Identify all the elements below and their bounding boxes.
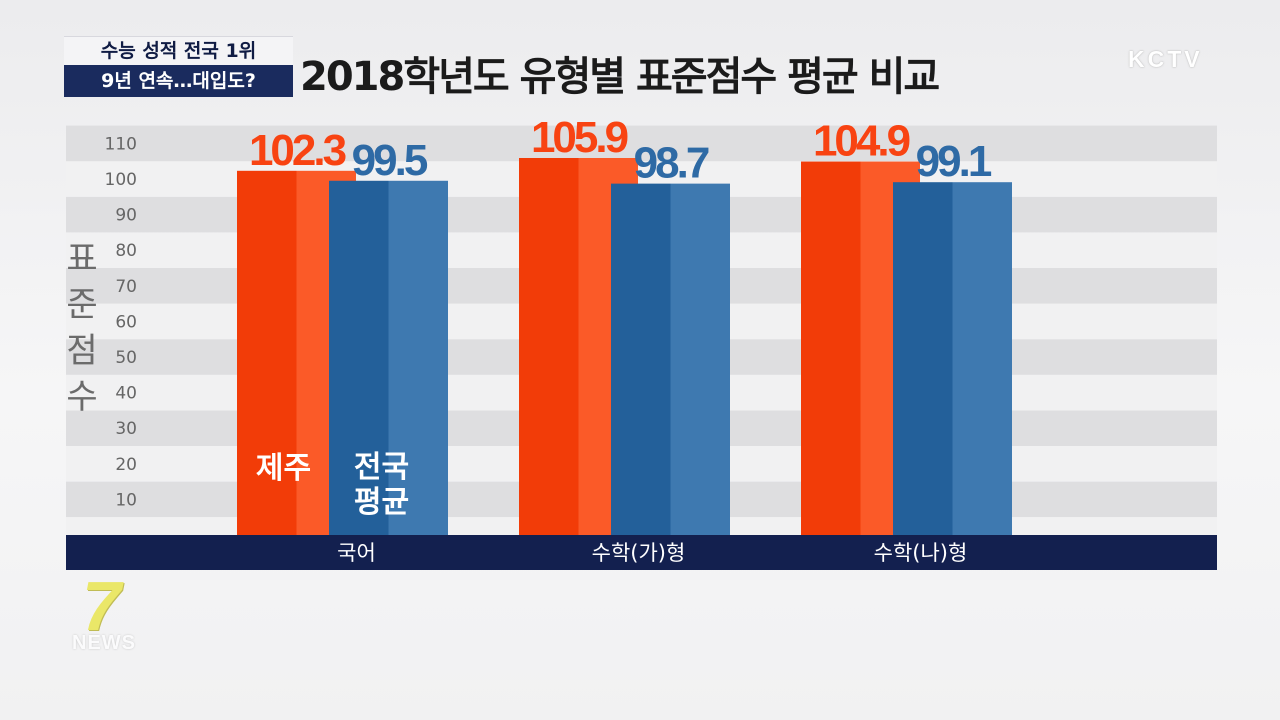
grid-band — [66, 125, 1217, 162]
data-label: 102.3 — [249, 126, 346, 175]
x-axis-band — [66, 535, 1217, 570]
data-label: 98.7 — [634, 139, 709, 188]
bar-left-half — [611, 183, 671, 536]
bar-left-half — [329, 180, 389, 535]
data-label: 104.9 — [813, 117, 910, 166]
y-axis-title-char: 표 — [66, 239, 98, 279]
bar-right-half — [952, 182, 1012, 536]
chart-title: 2018학년도 유형별 표준점수 평균 비교 — [300, 54, 940, 100]
bar-left-half — [801, 161, 861, 535]
x-category-label: 국어 — [337, 541, 376, 565]
y-tick-label: 40 — [115, 384, 137, 404]
y-tick-label: 70 — [115, 277, 137, 297]
bar-left-half — [519, 157, 579, 535]
kctv-logo: KCTV — [1128, 46, 1203, 72]
y-tick-label: 100 — [105, 170, 137, 190]
bar-right-half — [388, 180, 448, 535]
bar-left-half — [893, 182, 953, 536]
x-category-label: 수학(가)형 — [592, 541, 686, 565]
y-tick-label: 90 — [115, 206, 137, 226]
bar-right-half — [670, 183, 730, 536]
bar-left-half — [237, 170, 297, 535]
watermark-news: NEWS — [72, 632, 136, 654]
bar-national-1 — [611, 183, 730, 536]
headline-box: 수능 성적 전국 1위 9년 연속…대입도? — [64, 36, 293, 97]
y-tick-label: 20 — [115, 455, 137, 475]
y-tick-label: 50 — [115, 348, 137, 368]
series-legend-label: 제주 — [256, 451, 311, 486]
data-label: 99.1 — [916, 137, 992, 186]
y-tick-label: 10 — [115, 490, 137, 510]
watermark-seven: 7 — [82, 567, 121, 645]
data-label: 99.5 — [352, 136, 428, 185]
x-category-label: 수학(나)형 — [874, 541, 968, 565]
y-axis-title-char: 점 — [66, 331, 98, 371]
headline-line1: 수능 성적 전국 1위 — [64, 36, 293, 65]
y-axis-title-char: 수 — [66, 377, 98, 417]
bar-national-0 — [329, 180, 448, 535]
data-label: 105.9 — [531, 113, 628, 162]
y-tick-label: 80 — [115, 241, 137, 261]
y-axis-title-char: 준 — [66, 285, 98, 325]
headline-line2: 9년 연속…대입도? — [64, 65, 293, 97]
bar-national-2 — [893, 182, 1012, 536]
y-tick-label: 110 — [105, 134, 137, 154]
y-tick-label: 60 — [115, 312, 137, 332]
series-legend-label: 전국 — [354, 450, 409, 485]
news-watermark: 7 NEWS — [70, 567, 160, 656]
y-tick-label: 30 — [115, 419, 137, 439]
series-legend-label: 평균 — [354, 485, 409, 520]
